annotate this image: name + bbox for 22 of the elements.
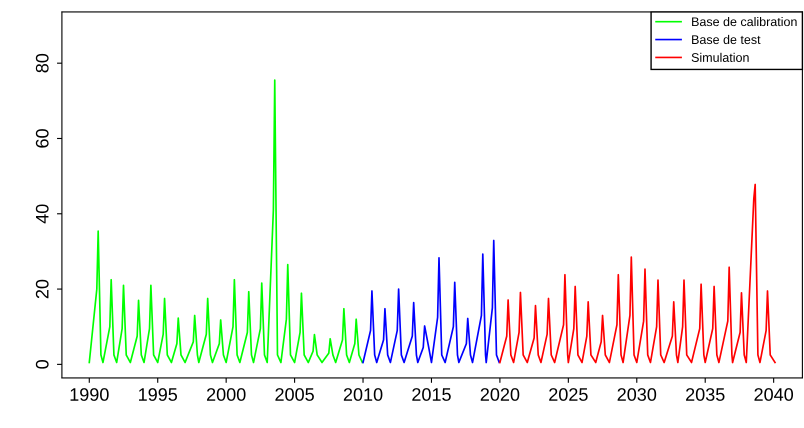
x-tick-label: 2015 bbox=[412, 388, 451, 401]
x-tick-label: 1995 bbox=[139, 388, 178, 401]
x-tick-label: 1990 bbox=[70, 388, 109, 401]
legend-label: Base de test bbox=[692, 34, 760, 44]
x-tick-label: 2035 bbox=[686, 388, 725, 401]
legend-label: Base de calibration bbox=[692, 16, 797, 26]
line-series bbox=[499, 184, 776, 364]
x-tick-label: 2020 bbox=[480, 388, 520, 401]
line-series bbox=[362, 240, 500, 364]
y-tick-label: 40 bbox=[36, 204, 49, 224]
x-tick-label: 2000 bbox=[206, 388, 246, 401]
y-tick-label: 20 bbox=[36, 280, 49, 298]
y-tick-label: 60 bbox=[36, 129, 49, 148]
line-series bbox=[88, 79, 364, 364]
x-tick-label: 2040 bbox=[754, 388, 794, 401]
y-tick-label: 0 bbox=[36, 360, 49, 369]
legend-label: Simulation bbox=[692, 52, 749, 62]
x-tick-label: 2030 bbox=[618, 388, 656, 401]
x-tick-label: 2005 bbox=[275, 388, 314, 401]
y-tick-label: 80 bbox=[36, 54, 49, 72]
x-tick-label: 2025 bbox=[549, 388, 588, 401]
x-tick-label: 2010 bbox=[344, 388, 382, 401]
